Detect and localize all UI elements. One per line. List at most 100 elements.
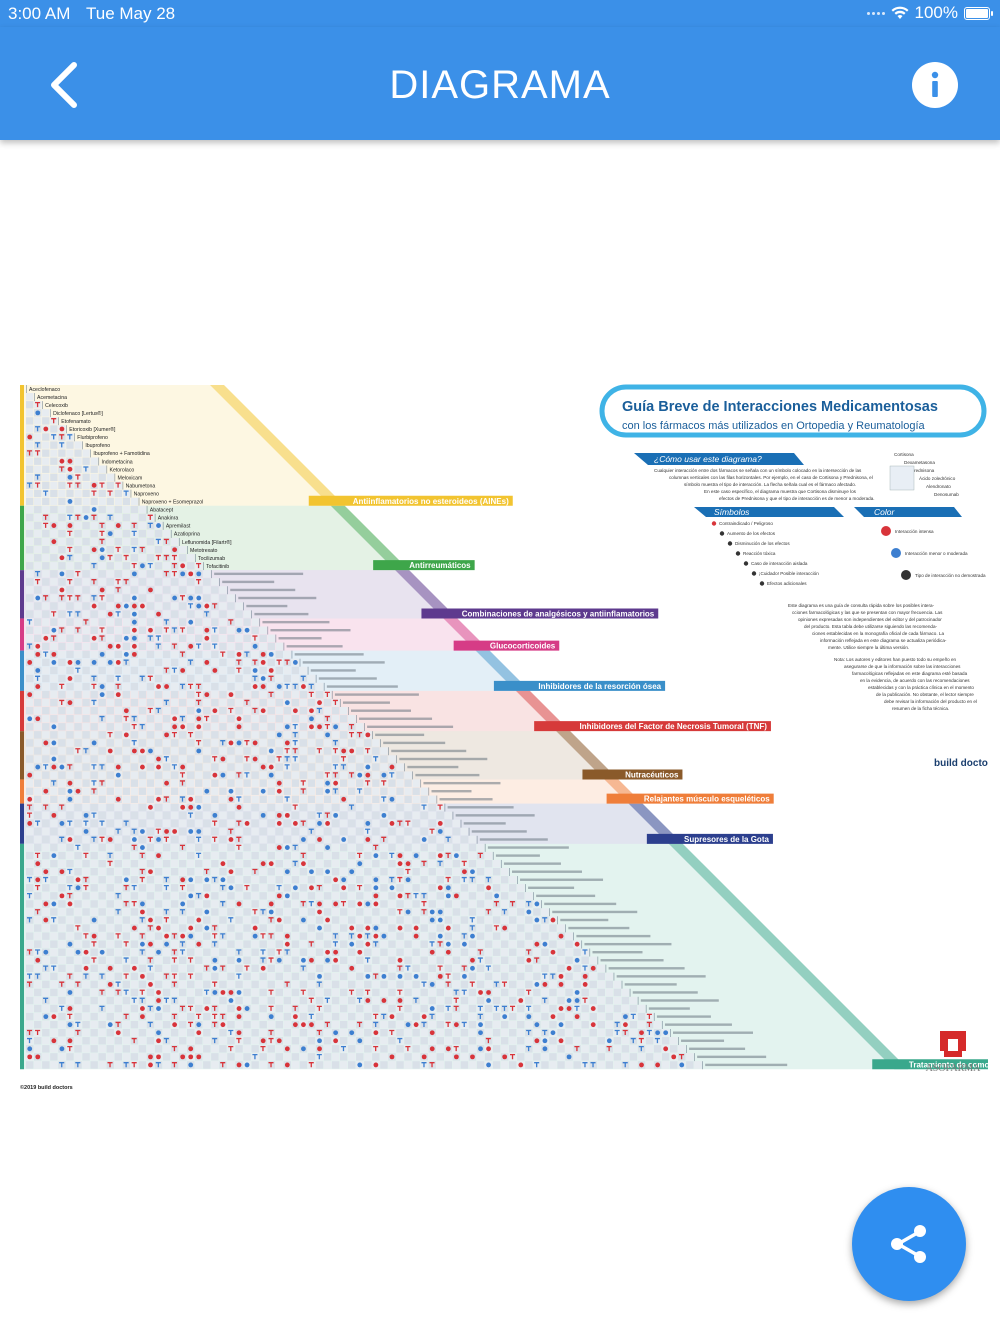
grid-cell [267,795,275,803]
grid-cell [26,562,34,570]
nav-bar: DIAGRAMA [0,27,1000,140]
interaction-mark [148,917,153,923]
interaction-mark [107,982,113,987]
grid-cell [219,851,227,860]
grid-cell [412,988,420,997]
grid-cell [219,779,227,787]
interaction-mark [260,957,266,963]
grid-cell [243,956,251,964]
drug-name: Aceclofenaco [29,387,60,393]
grid-cell [380,908,388,916]
grid-cell [138,618,147,626]
interaction-mark [228,998,234,1003]
grid-cell [565,1012,573,1021]
grid-cell [348,843,356,852]
grid-cell [187,948,195,956]
status-right: 100% [866,3,993,23]
grid-cell [154,650,163,659]
interaction-mark [389,764,395,770]
interaction-mark [131,901,137,907]
grid-cell [98,707,106,715]
grid-cell [34,868,42,876]
grid-cell [235,642,243,651]
grid-cell [589,980,597,989]
interaction-mark [147,965,153,971]
grid-cell [195,658,203,667]
grid-cell [420,1029,428,1037]
interaction-mark [35,764,41,770]
grid-cell [629,1020,638,1029]
row-divider [613,972,615,981]
grid-cell [74,682,82,691]
interaction-mark [284,941,290,947]
info-button[interactable] [912,62,958,108]
share-button[interactable] [852,1187,966,1301]
grid-cell [243,779,251,787]
grid-cell [130,666,139,675]
grid-cell [42,980,50,989]
grid-cell [565,1020,573,1029]
interaction-mark [156,990,161,995]
grid-cell [219,674,227,683]
grid-cell [339,988,348,997]
grid-cell [468,1029,477,1037]
grid-cell [484,940,493,948]
grid-cell [50,642,58,651]
drug-name-line [246,604,288,608]
grid-cell [170,610,179,618]
grid-cell [74,465,82,473]
grid-cell [162,900,171,908]
interaction-mark [582,1062,588,1068]
grid-cell [517,1004,525,1013]
grid-cell [299,996,308,1005]
grid-cell [90,771,98,779]
back-button[interactable] [40,57,90,113]
grid-cell [138,586,147,594]
grid-cell [283,1053,292,1061]
interaction-mark [373,1030,379,1036]
interaction-mark [309,716,314,722]
grid-cell [372,763,380,771]
row-divider [476,835,478,844]
grid-cell [178,1061,187,1069]
grid-cell [283,859,292,868]
interaction-mark [35,852,41,858]
grid-cell [315,779,324,787]
row-divider [348,707,349,716]
grid-cell [323,1061,332,1069]
grid-cell [291,1061,300,1069]
grid-cell [98,843,106,852]
grid-cell [162,859,171,868]
row-divider [637,996,639,1005]
grid-cell [66,1061,74,1069]
grid-cell [219,1037,227,1045]
grid-cell [500,1020,509,1029]
grid-cell [42,1053,50,1061]
svg-text:en la evidencia, de acuerdo co: en la evidencia, de acuerdo con las reco… [860,678,970,683]
grid-cell [267,779,275,787]
grid-cell [170,988,179,997]
grid-cell [34,843,42,852]
grid-cell [227,698,235,707]
grid-cell [114,513,122,522]
grid-cell [339,996,348,1005]
interaction-mark [155,635,161,641]
grid-cell [42,771,50,779]
grid-cell [58,489,66,498]
grid-cell [460,1004,469,1013]
grid-cell [146,908,155,916]
row-divider [162,521,164,530]
grid-cell [275,1045,283,1053]
grid-cell [339,827,348,836]
interaction-mark [333,957,339,963]
grid-cell [597,1053,605,1061]
interaction-mark [325,869,330,875]
grid-cell [452,843,461,852]
drug-name-line [334,693,419,696]
interaction-mark [300,852,306,858]
grid-cell [259,1012,267,1021]
interaction-diagram[interactable]: Antiinflamatorios no esteroideos (AINEs)… [14,381,988,1099]
grid-cell [380,1020,388,1029]
grid-cell [420,924,428,932]
grid-cell [404,771,412,779]
